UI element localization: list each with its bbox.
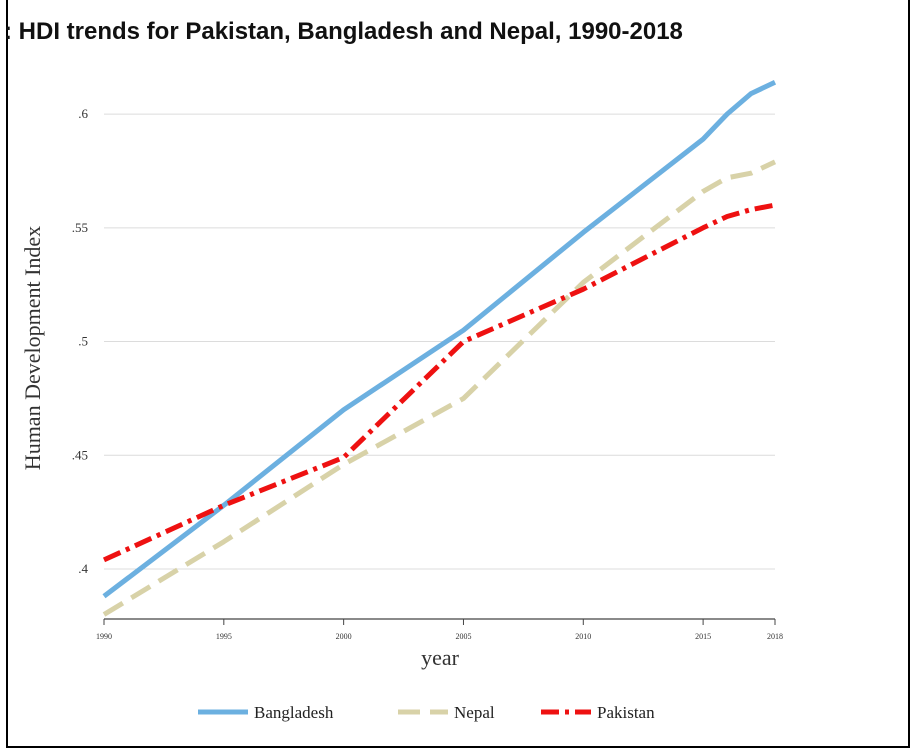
y-tick-label: .6 bbox=[78, 106, 88, 121]
x-tick-label: 2000 bbox=[336, 632, 352, 641]
x-tick-label: 2018 bbox=[767, 632, 783, 641]
x-tick-label: 2005 bbox=[455, 632, 471, 641]
x-tick-label: 1990 bbox=[96, 632, 112, 641]
y-tick-label: .45 bbox=[72, 447, 88, 462]
x-tick-label: 1995 bbox=[216, 632, 232, 641]
series-line-pakistan bbox=[102, 202, 776, 563]
y-tick-label: .55 bbox=[72, 220, 88, 235]
figure-frame bbox=[6, 0, 910, 748]
series-lines bbox=[102, 80, 777, 617]
x-tick-label: 2015 bbox=[695, 632, 711, 641]
x-axis-title: year bbox=[421, 645, 460, 670]
series-line-bangladesh bbox=[102, 80, 777, 599]
series-line-nepal bbox=[102, 159, 777, 617]
x-tick-label: 2010 bbox=[575, 632, 591, 641]
gridlines bbox=[104, 113, 775, 570]
y-tick-label: .5 bbox=[78, 334, 88, 349]
legend-label-pakistan: Pakistan bbox=[597, 703, 655, 722]
y-tick-labels: .4 .45 .5 .55 .6 bbox=[72, 106, 89, 576]
legend-label-bangladesh: Bangladesh bbox=[254, 703, 334, 722]
legend: Bangladesh Nepal Pakistan bbox=[198, 703, 655, 722]
y-axis-title: Human Development Index bbox=[20, 226, 45, 470]
x-axis: 1990 1995 2000 2005 2010 2015 2018 bbox=[96, 618, 783, 641]
legend-label-nepal: Nepal bbox=[454, 703, 495, 722]
y-tick-label: .4 bbox=[78, 561, 88, 576]
chart-title: : HDI trends for Pakistan, Bangladesh an… bbox=[4, 18, 683, 45]
